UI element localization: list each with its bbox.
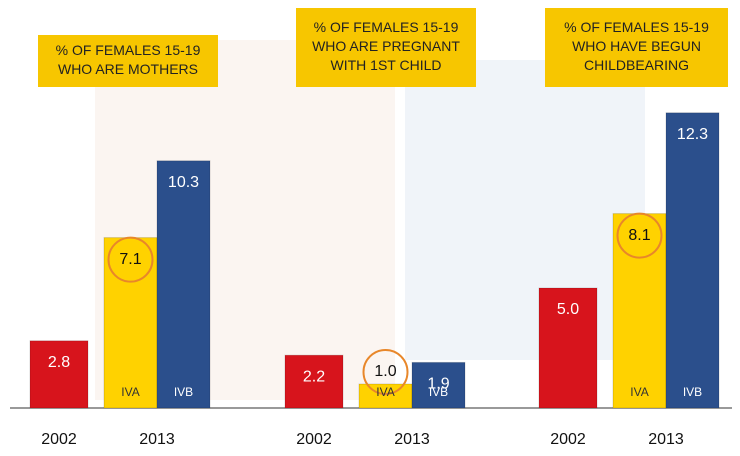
x-label: 2013 — [394, 431, 430, 448]
chart-title: % OF FEMALES 15-19 — [564, 19, 709, 35]
bar-label: IVA — [630, 385, 648, 399]
value-label: 5.0 — [557, 301, 579, 318]
value-label: 12.3 — [677, 126, 708, 143]
bar — [30, 341, 88, 408]
bar-label: IVB — [174, 385, 193, 399]
value-label: 1.0 — [374, 363, 396, 380]
x-label: 2002 — [296, 431, 332, 448]
value-label: 2.8 — [48, 354, 70, 371]
x-label: 2013 — [139, 431, 175, 448]
x-label: 2013 — [648, 431, 684, 448]
value-label: 7.1 — [119, 251, 141, 268]
bar-label: IVA — [121, 385, 139, 399]
chart-title: WITH 1ST CHILD — [331, 57, 442, 73]
watermark-right — [405, 60, 645, 360]
bar — [666, 113, 719, 408]
chart-title: CHILDBEARING — [584, 57, 689, 73]
bar-label: IVB — [683, 385, 702, 399]
bar-label: IVA — [376, 385, 394, 399]
chart-title: WHO HAVE BEGUN — [572, 38, 701, 54]
x-label: 2002 — [41, 431, 77, 448]
chart-title: WHO ARE PREGNANT — [312, 38, 460, 54]
value-label: 10.3 — [168, 174, 199, 191]
x-label: 2002 — [550, 431, 586, 448]
chart-title: WHO ARE MOTHERS — [58, 61, 198, 77]
value-label: 8.1 — [628, 227, 650, 244]
value-label: 2.2 — [303, 368, 325, 385]
chart: % OF FEMALES 15-19 WHO ARE MOTHERS 2.8 7.1 I… — [0, 0, 740, 456]
bar-label: IVB — [429, 385, 448, 399]
chart-title: % OF FEMALES 15-19 — [314, 19, 459, 35]
bar — [157, 161, 210, 408]
chart-title: % OF FEMALES 15-19 — [56, 42, 201, 58]
